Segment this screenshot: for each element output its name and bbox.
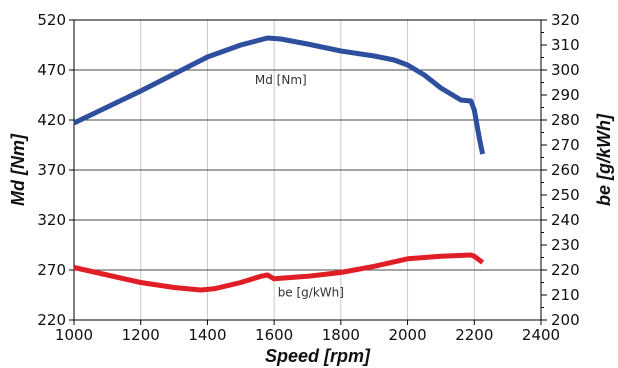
x-tick-label: 1200 [122,326,160,344]
y2-tick-label: 260 [551,161,580,179]
y2-tick-label: 300 [551,61,580,79]
axis-ticks: 1000 1200 1400 1600 1800 2000 2200 2400 220 270 32… [37,11,579,344]
grid-lines [74,20,541,320]
y2-tick-label: 250 [551,186,580,204]
y2-tick-label: 320 [551,11,580,29]
y-tick-label: 220 [37,311,66,329]
x-tick-label: 2200 [455,326,493,344]
x-tick-label: 2400 [522,326,560,344]
torque-series-label: Md [Nm] [255,73,307,87]
y-tick-label: 420 [37,111,66,129]
data-series [72,35,486,293]
y-axis-title-right: be [g/kWh] [594,113,614,206]
consumption-series-line [73,252,485,293]
y2-tick-label: 290 [551,86,580,104]
y-tick-label: 470 [37,61,66,79]
y-tick-label: 520 [37,11,66,29]
y2-tick-label: 270 [551,136,580,154]
y2-tick-label: 200 [551,311,580,329]
y2-tick-label: 210 [551,286,580,304]
y-tick-label: 270 [37,261,66,279]
y2-tick-label: 220 [551,261,580,279]
x-tick-label: 2000 [388,326,426,344]
x-tick-label: 1000 [55,326,93,344]
x-tick-label: 1400 [188,326,226,344]
y2-tick-label: 240 [551,211,580,229]
y-tick-label: 320 [37,211,66,229]
y2-tick-label: 310 [551,36,580,54]
x-tick-label: 1800 [322,326,360,344]
consumption-series-label: be [g/kWh] [278,286,344,300]
torque-series-line [72,35,486,155]
y2-tick-label: 280 [551,111,580,129]
y-tick-label: 370 [37,161,66,179]
series-labels: Md [Nm] be [g/kWh] [255,73,344,300]
y2-tick-label: 230 [551,236,580,254]
x-tick-label: 1600 [255,326,293,344]
y-axis-title-left: Md [Nm] [8,133,28,206]
x-axis-title: Speed [rpm] [265,346,371,366]
